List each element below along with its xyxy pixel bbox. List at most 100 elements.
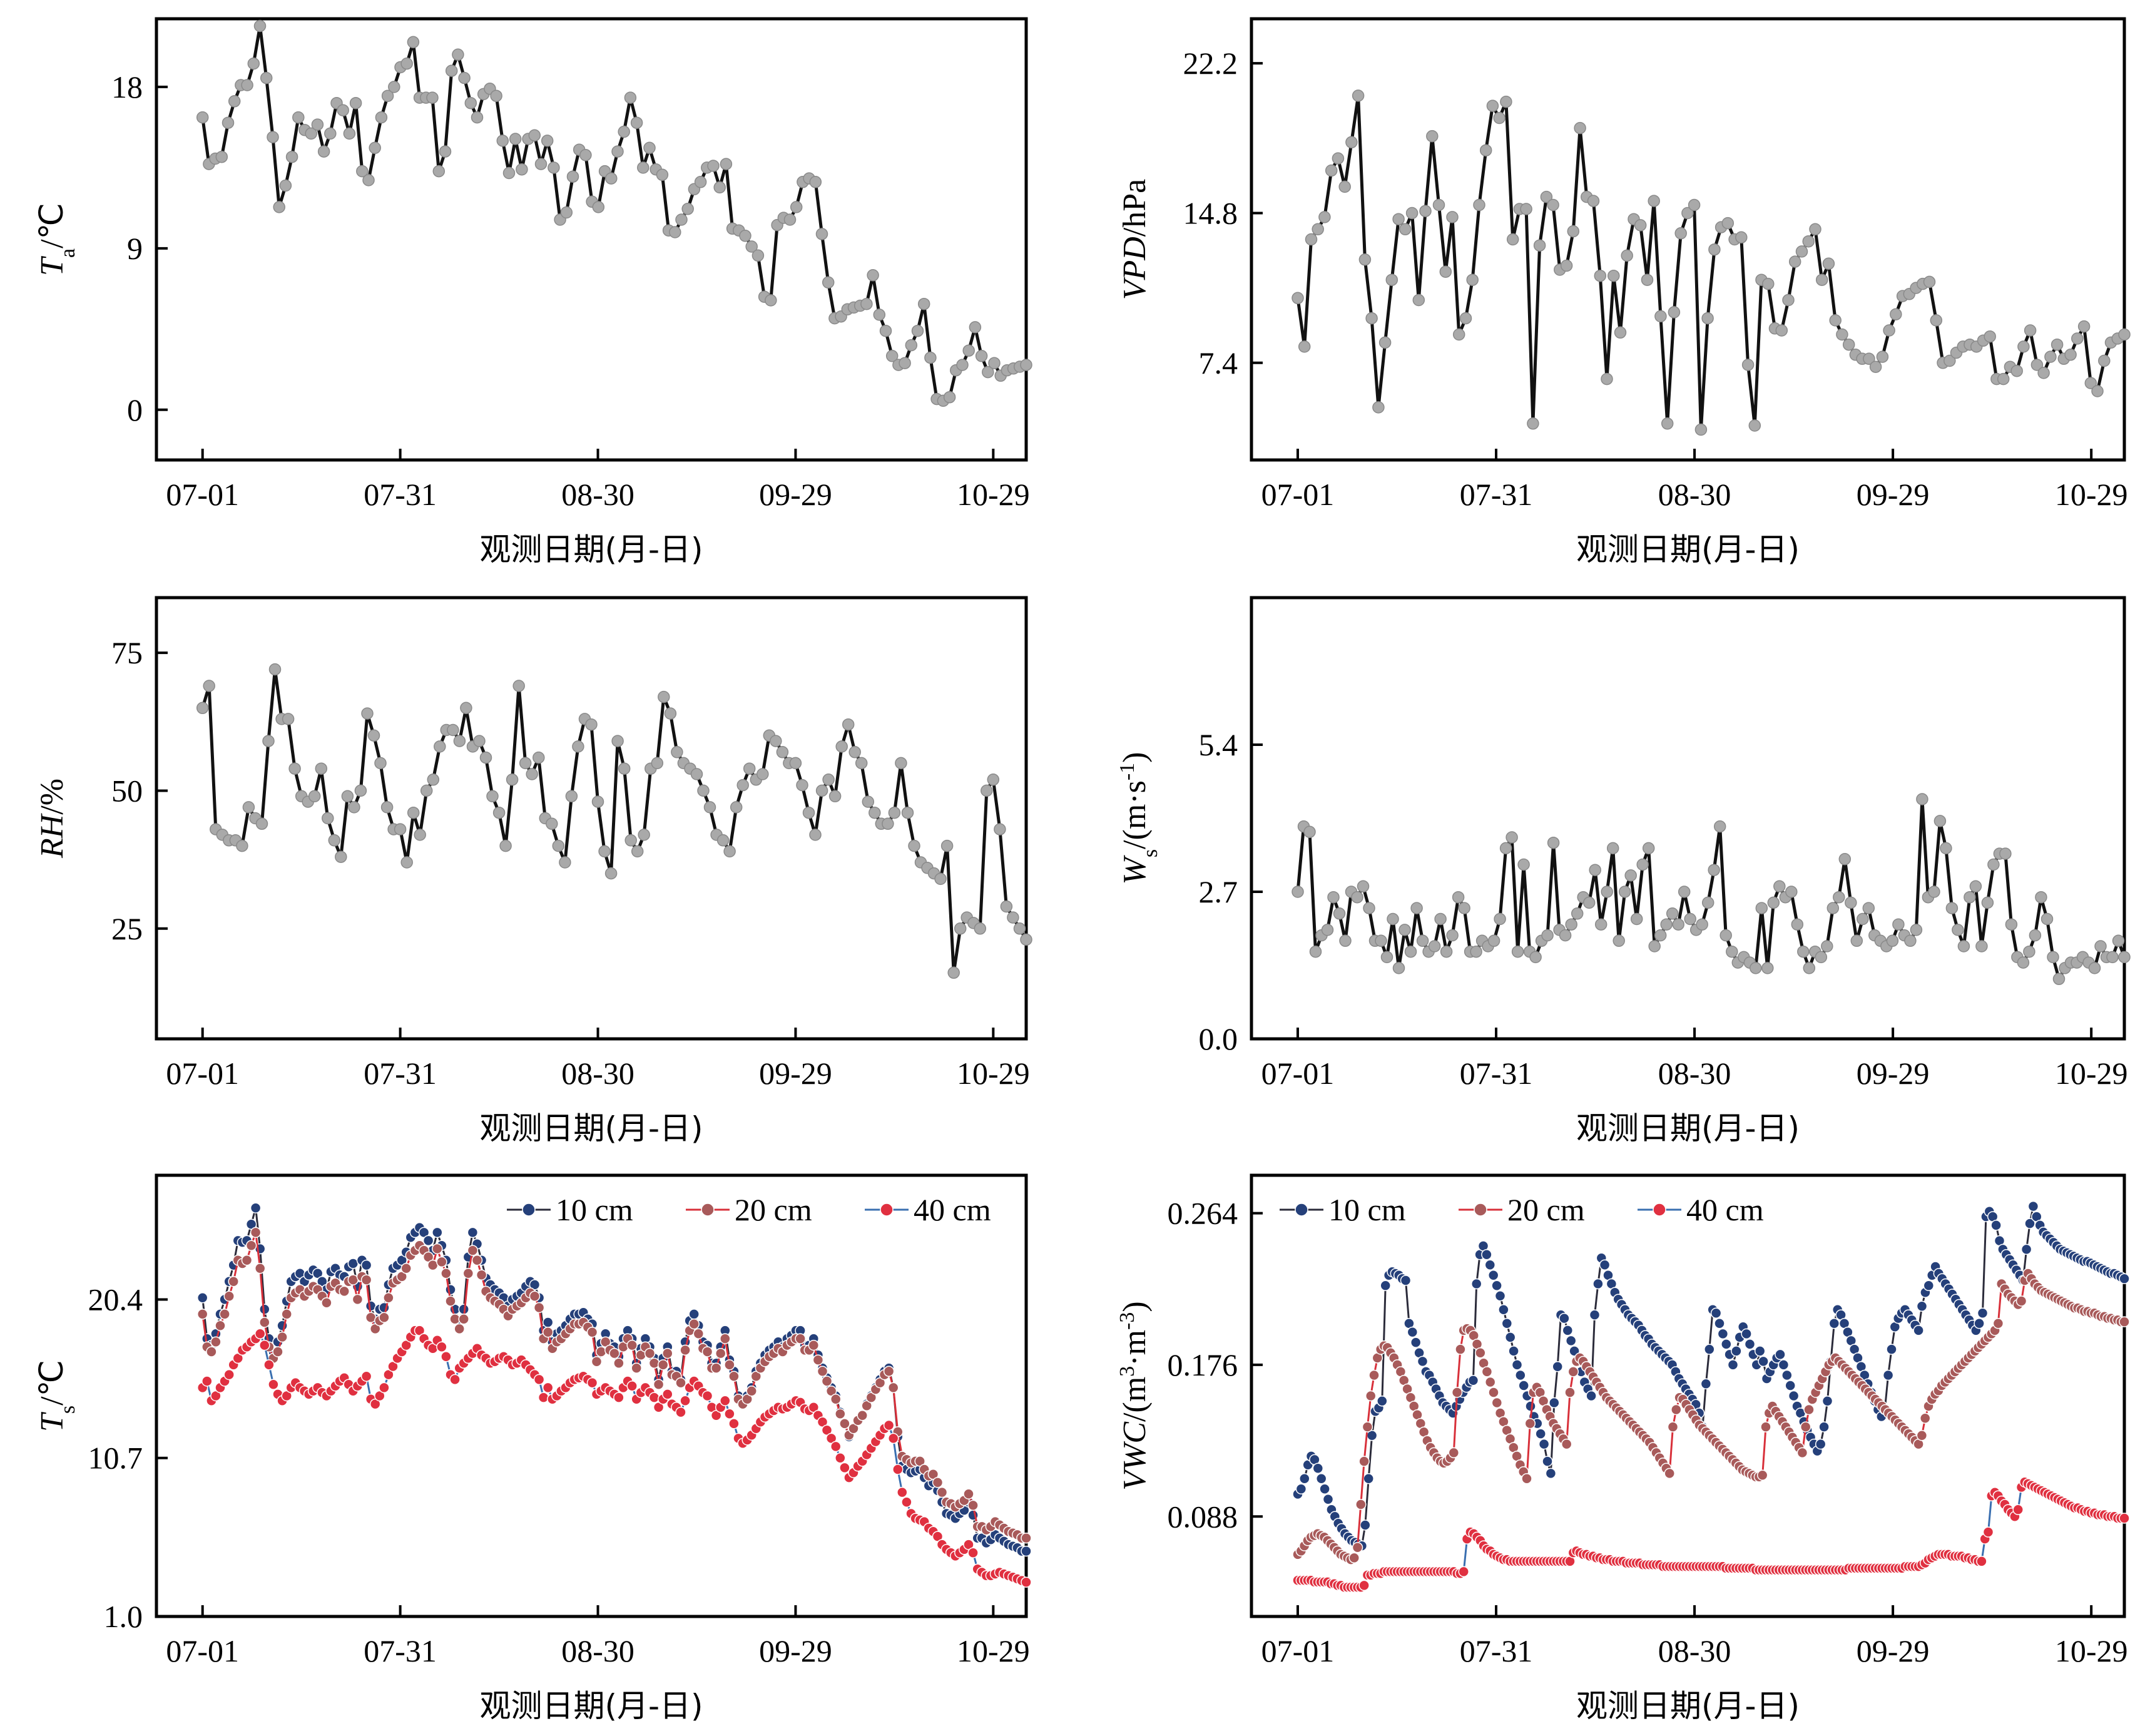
series-20-cm bbox=[196, 1227, 1032, 1544]
data-point bbox=[2094, 940, 2107, 952]
data-point bbox=[1586, 1390, 1597, 1402]
x-axis-label: 观测日期(月-日) bbox=[479, 1110, 703, 1146]
data-point bbox=[407, 806, 420, 819]
data-point bbox=[1345, 136, 1358, 149]
y-tick-label: 0.176 bbox=[1168, 1347, 1238, 1382]
data-point bbox=[947, 966, 960, 979]
data-point bbox=[1992, 1318, 2004, 1329]
data-point bbox=[546, 817, 558, 830]
data-point bbox=[499, 839, 512, 852]
data-point bbox=[496, 135, 509, 147]
data-point bbox=[1486, 100, 1499, 112]
data-point bbox=[1785, 1380, 1796, 1391]
x-tick-label: 08-30 bbox=[1658, 477, 1731, 512]
data-point bbox=[664, 707, 677, 720]
y-tick-label: 2.7 bbox=[1199, 874, 1238, 909]
data-point bbox=[611, 735, 624, 747]
data-point bbox=[591, 1356, 603, 1367]
data-point bbox=[688, 1318, 700, 1330]
data-point bbox=[680, 1395, 691, 1407]
data-point bbox=[1882, 1369, 1894, 1381]
data-point bbox=[263, 1359, 275, 1371]
data-point bbox=[724, 1359, 735, 1371]
data-point bbox=[1319, 1483, 1330, 1494]
x-tick-label: 09-29 bbox=[1857, 1056, 1930, 1091]
x-tick-label: 09-29 bbox=[759, 1056, 832, 1091]
data-point bbox=[490, 89, 502, 102]
data-point bbox=[400, 1263, 412, 1274]
data-point bbox=[462, 1267, 474, 1279]
data-point bbox=[1332, 152, 1345, 165]
x-tick-label: 07-31 bbox=[1460, 1633, 1533, 1668]
data-point bbox=[1803, 1404, 1815, 1416]
data-point bbox=[586, 1377, 598, 1389]
data-point bbox=[860, 297, 873, 310]
data-point bbox=[2005, 918, 2018, 931]
data-point bbox=[322, 812, 334, 825]
data-point bbox=[337, 104, 349, 116]
data-point bbox=[1795, 245, 1808, 258]
data-point bbox=[2012, 1504, 2024, 1516]
y-axis-label: Ta/℃ bbox=[34, 203, 79, 276]
data-point bbox=[215, 150, 228, 163]
data-point bbox=[808, 1339, 820, 1351]
data-point bbox=[1815, 1438, 1826, 1450]
data-point bbox=[1312, 1463, 1324, 1474]
data-point bbox=[1710, 1307, 1722, 1319]
data-point bbox=[879, 324, 892, 337]
data-point bbox=[585, 718, 598, 731]
data-point bbox=[2040, 912, 2054, 926]
data-point bbox=[548, 161, 560, 174]
data-point bbox=[1547, 836, 1560, 849]
data-point bbox=[1916, 1430, 1928, 1441]
data-point bbox=[2112, 934, 2125, 947]
data-point bbox=[1561, 1438, 1572, 1450]
data-point bbox=[1339, 934, 1352, 947]
data-point bbox=[2051, 338, 2064, 351]
data-point bbox=[1754, 1345, 1766, 1357]
data-point bbox=[579, 149, 592, 161]
x-axis-label: 观测日期(月-日) bbox=[479, 531, 703, 568]
data-point bbox=[940, 839, 954, 852]
data-point bbox=[1750, 962, 1762, 974]
data-point bbox=[1363, 1473, 1374, 1484]
data-point bbox=[529, 1290, 541, 1302]
data-point bbox=[1358, 1580, 1370, 1591]
data-point bbox=[1987, 858, 2000, 871]
data-point bbox=[1322, 1493, 1334, 1505]
data-point bbox=[911, 324, 924, 337]
data-point bbox=[1727, 1359, 1739, 1371]
data-point bbox=[1524, 1417, 1536, 1429]
data-point bbox=[1582, 896, 1596, 909]
data-point bbox=[795, 1333, 806, 1344]
data-point bbox=[1494, 912, 1506, 926]
data-point bbox=[1684, 912, 1696, 926]
data-point bbox=[703, 801, 716, 814]
data-point bbox=[1800, 1421, 1811, 1432]
data-point bbox=[885, 350, 899, 362]
data-point bbox=[1964, 891, 1976, 904]
data-point bbox=[1407, 1326, 1419, 1338]
y-tick-label: 50 bbox=[111, 773, 143, 808]
series-20-cm bbox=[1292, 1268, 2130, 1565]
data-point bbox=[1667, 1421, 1679, 1432]
data-point bbox=[2052, 973, 2066, 986]
data-point bbox=[273, 201, 285, 213]
data-point bbox=[1365, 312, 1378, 325]
data-point bbox=[1997, 372, 2010, 385]
data-point bbox=[1974, 1318, 1985, 1329]
data-point bbox=[541, 135, 554, 147]
x-axis-label: 观测日期(月-日) bbox=[479, 1688, 703, 1724]
series-main bbox=[1292, 89, 2131, 436]
data-point bbox=[1013, 922, 1026, 935]
data-point bbox=[1700, 1378, 1712, 1389]
x-tick-label: 08-30 bbox=[561, 1056, 634, 1091]
data-point bbox=[1976, 1556, 1987, 1567]
data-point bbox=[869, 806, 881, 819]
data-point bbox=[369, 141, 381, 155]
data-point bbox=[1785, 886, 1798, 898]
data-point bbox=[1791, 918, 1804, 931]
x-tick-label: 10-29 bbox=[2055, 1633, 2128, 1668]
data-point bbox=[1756, 1469, 1768, 1481]
data-point bbox=[905, 339, 918, 352]
